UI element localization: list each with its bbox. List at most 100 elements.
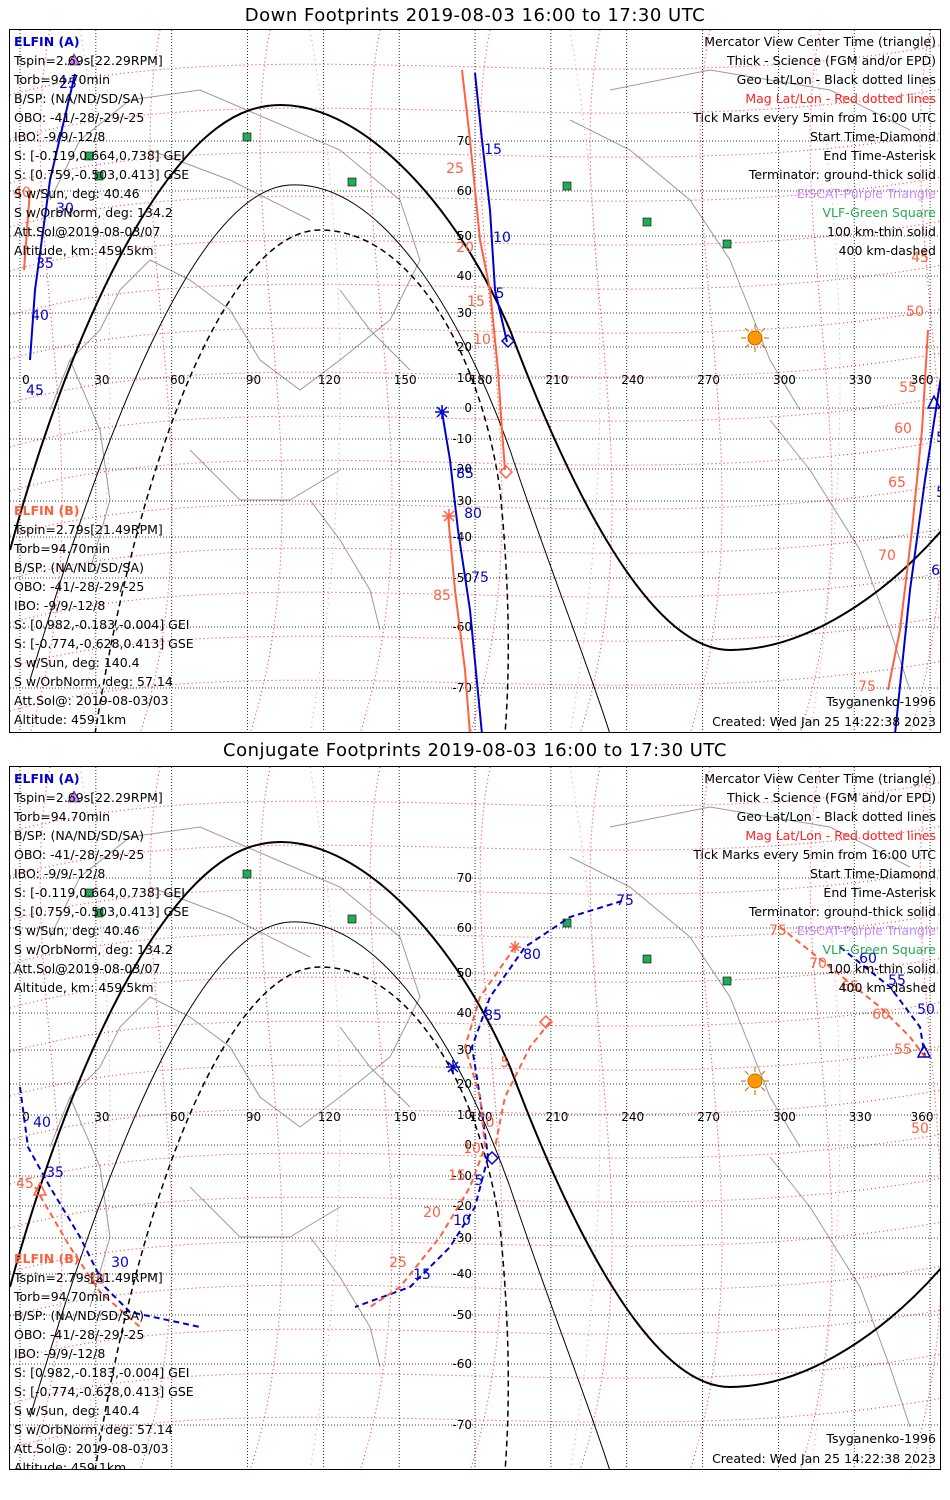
eiscat-triangle <box>67 790 81 803</box>
sun-ray <box>744 327 749 332</box>
terminator-100km <box>29 184 610 732</box>
eiscat-meridian <box>569 767 601 1469</box>
trace-label-probe-b: 30 <box>87 1272 105 1288</box>
lon-tick-label: 330 <box>849 373 872 387</box>
legend-line: 400 km-dashed <box>838 980 936 995</box>
lat-tick-label: -30 <box>452 494 472 508</box>
trace-label-probe-b: 70 <box>878 548 896 564</box>
vlf-station-square <box>347 177 357 187</box>
legend-line: Mag Lat/Lon - Red dotted lines <box>745 91 936 106</box>
probe-b-info-conjugate: ELFIN (B) Tspin=2.79s[21.49RPM] Torb=94.… <box>14 1249 194 1470</box>
coastline <box>49 826 421 1148</box>
probe-b-info-down: ELFIN (B) Tspin=2.79s[21.49RPM] Torb=94.… <box>14 501 194 729</box>
legend-line: Geo Lat/Lon - Black dotted lines <box>736 72 936 87</box>
lat-tick-label: -40 <box>452 1267 472 1281</box>
legend-line: Mag Lat/Lon - Red dotted lines <box>745 828 936 843</box>
start-diamond <box>484 1150 500 1166</box>
trace-label-probe-a: 15 <box>484 142 502 158</box>
legend-line: End Time-Asterisk <box>823 148 936 163</box>
trace-label-probe-a: 80 <box>464 506 482 522</box>
vlf-station-square <box>642 217 652 227</box>
probe-a-line: Tspin=2.69s[22.29RPM] <box>14 53 163 68</box>
trace-label-probe-a: 30 <box>111 1255 129 1271</box>
coastline <box>149 886 311 958</box>
mag-lon-line <box>470 767 503 1469</box>
vlf-station-square <box>94 171 104 181</box>
trace-probe-a <box>474 72 508 343</box>
sun-ray <box>761 344 766 349</box>
mag-lon-line <box>140 767 173 1469</box>
mag-lon-line <box>360 30 393 732</box>
lat-tick-label: 70 <box>457 871 472 885</box>
probe-b-line: Altitude: 459.1km <box>14 1460 127 1470</box>
legend-line: EISCAT-Purple Triangle <box>796 186 936 201</box>
lat-tick-label: 0 <box>464 1138 472 1152</box>
trace-label-probe-b: 20 <box>456 240 474 256</box>
mag-lon-line <box>690 767 723 1469</box>
lat-tick-label: 60 <box>457 921 472 935</box>
trace-label-probe-b: 70 <box>809 956 827 972</box>
lon-tick-label: 120 <box>318 373 341 387</box>
trace-label-probe-a: 30 <box>56 201 74 217</box>
lat-tick-label: 70 <box>457 134 472 148</box>
vlf-station-square <box>722 976 732 986</box>
map-panel-down: 0 30 60 90 120 150 180 210 240 270 300 330 360 70 60 50… <box>9 29 941 733</box>
legend-line: End Time-Asterisk <box>823 885 936 900</box>
coastline <box>49 89 421 411</box>
probe-a-line: S: [-0.119,0.664,0.738] GEI <box>14 885 185 900</box>
probe-b-line: IBO: -9/9/-12/8 <box>14 598 106 613</box>
sun-icon <box>747 1073 763 1089</box>
center-time-triangle <box>916 1043 932 1058</box>
start-diamond <box>498 464 514 480</box>
coastline <box>609 806 911 868</box>
trace-label-probe-a: 75 <box>471 570 489 586</box>
probe-a-line: IBO: -9/9/-12/8 <box>14 866 106 881</box>
probe-b-line: S: [0.982,-0.183,-0.004] GEI <box>14 617 190 632</box>
probe-b-header: ELFIN (B) <box>14 1251 80 1266</box>
trace-label-probe-b: 40 <box>13 185 31 201</box>
lon-tick-label: 60 <box>170 1110 185 1124</box>
start-diamond <box>500 333 516 349</box>
eiscat-meridian <box>309 30 341 732</box>
lon-tick-label: 30 <box>94 373 109 387</box>
vlf-station-square <box>84 151 94 161</box>
lat-tick-label: 30 <box>457 1043 472 1057</box>
probe-a-line: OBO: -41/-28/-29/-25 <box>14 847 145 862</box>
mag-lat-line <box>10 396 940 448</box>
lat-tick-label: -10 <box>452 1169 472 1183</box>
probe-b-line: IBO: -9/9/-12/8 <box>14 1346 106 1361</box>
eiscat-triangle <box>67 53 81 66</box>
eiscat-meridian <box>79 30 111 732</box>
probe-a-header: ELFIN (A) <box>14 771 80 786</box>
probe-a-line: S w/Sun, deg: 40.46 <box>14 923 140 938</box>
trace-label-probe-b: 60 <box>872 1007 890 1023</box>
trace-label-probe-a: 75 <box>616 893 634 909</box>
coastline <box>309 1236 381 1368</box>
trace-probe-b <box>779 926 926 1058</box>
probe-a-line: S w/OrbNorm, deg: 134.2 <box>14 205 173 220</box>
trace-label-probe-a: 60 <box>931 563 941 579</box>
probe-b-line: OBO: -41/-28/-29/-25 <box>14 1327 145 1342</box>
sun-ray <box>744 1087 749 1092</box>
end-asterisk <box>509 941 521 953</box>
lat-tick-label: -50 <box>452 1308 472 1322</box>
lat-tick-label: -70 <box>452 1418 472 1432</box>
trace-label-probe-b: 55 <box>899 380 917 396</box>
coastline <box>189 449 341 501</box>
terminator-ground <box>10 841 940 1389</box>
trace-probe-b <box>887 329 929 691</box>
trace-label-probe-b: 10 <box>463 1141 481 1157</box>
lon-tick-label: 90 <box>246 373 261 387</box>
lon-tick-label: 0 <box>22 373 30 387</box>
model-label: Tsyganenko-1996 <box>826 694 936 709</box>
trace-label-probe-b: 45 <box>16 1176 34 1192</box>
coastline <box>69 1096 111 1308</box>
map-legend-conjugate: Mercator View Center Time (triangle) Thi… <box>693 769 936 997</box>
mag-lon-line <box>690 30 723 732</box>
mag-lon-line <box>580 30 613 732</box>
probe-b-line: Torb=94.70min <box>14 1289 111 1304</box>
legend-line: VLF-Green Square <box>822 205 936 220</box>
lat-tick-label: -60 <box>452 1357 472 1371</box>
probe-a-line: OBO: -41/-28/-29/-25 <box>14 110 145 125</box>
sun-ray <box>744 344 749 349</box>
